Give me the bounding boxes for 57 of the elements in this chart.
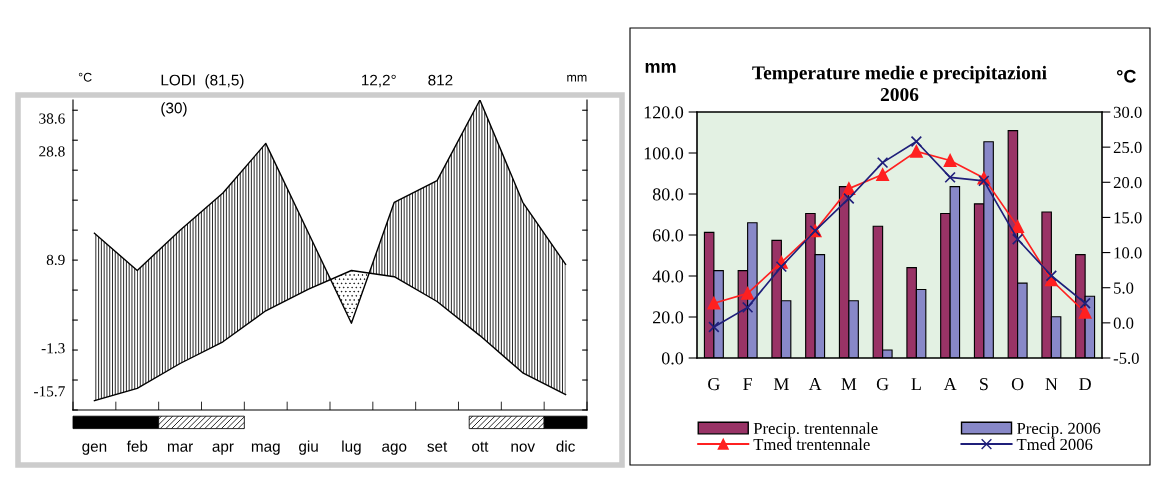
x-tick-label: set bbox=[427, 441, 448, 452]
annotation: (30) bbox=[161, 102, 187, 117]
x-tick-label: gen bbox=[82, 443, 107, 455]
y-tick-label: 40.0 bbox=[652, 270, 684, 283]
text: -15.7 bbox=[34, 386, 65, 397]
y2-axis-title: °C bbox=[1116, 69, 1136, 83]
text: -1.3 bbox=[41, 343, 65, 354]
text: 28.8 bbox=[39, 146, 65, 157]
y2-tick-label: -5.0 bbox=[1113, 352, 1139, 365]
x-tick-label: G bbox=[876, 378, 889, 391]
y2-tick-label: 5.0 bbox=[1114, 282, 1134, 294]
x-tick-label: mag bbox=[251, 443, 280, 455]
x-tick-label: mar bbox=[167, 443, 193, 452]
y-axis-title: mm bbox=[645, 62, 676, 73]
x-tick-label: N bbox=[1045, 378, 1058, 390]
text: 8.9 bbox=[46, 254, 65, 266]
x-tick-label: giu bbox=[299, 440, 318, 455]
x-tick-label: apr bbox=[212, 443, 234, 455]
x-tick-label: dic bbox=[556, 440, 575, 452]
text: LODI (81,5) bbox=[161, 74, 244, 89]
y-tick-label: 0.0 bbox=[661, 352, 684, 365]
y-tick-label: 80.0 bbox=[652, 188, 684, 201]
y-tick-label: 120.0 bbox=[644, 106, 684, 119]
y2-tick-label: 25.0 bbox=[1113, 141, 1142, 154]
x-tick-label: nov bbox=[511, 443, 536, 452]
x-tick-label: O bbox=[1011, 378, 1024, 391]
x-tick-label: feb bbox=[126, 440, 148, 452]
x-tick-label: D bbox=[1079, 378, 1091, 391]
y2-tick-label: 0.0 bbox=[1113, 317, 1134, 329]
legend-label: Precip. trentennale bbox=[753, 422, 878, 438]
text: 812 bbox=[428, 74, 453, 86]
y-axis-title: °C bbox=[78, 72, 92, 82]
y2-tick-label: 15.0 bbox=[1114, 212, 1142, 224]
legend-label: Tmed trentennale bbox=[753, 438, 870, 451]
x-tick-label: ott bbox=[472, 441, 489, 452]
x-tick-label: G bbox=[708, 378, 720, 391]
chart-title: Temperature medie e precipitazioni 2006 bbox=[752, 65, 1047, 102]
y2-axis-title: mm bbox=[567, 74, 587, 82]
y2-tick-label: 30.0 bbox=[1113, 106, 1142, 119]
y2-tick-label: 20.0 bbox=[1113, 176, 1142, 189]
y-tick-label: 60.0 bbox=[652, 229, 684, 242]
text: 12,2° bbox=[362, 74, 396, 88]
y-tick-label: 20.0 bbox=[653, 311, 684, 324]
legend-label: Precip. 2006 bbox=[1017, 422, 1101, 438]
legend-label: Tmed 2006 bbox=[1016, 438, 1093, 451]
x-tick-label: F bbox=[743, 378, 752, 390]
x-tick-label: A bbox=[808, 378, 822, 390]
x-tick-label: L bbox=[911, 378, 921, 390]
text: 38.6 bbox=[39, 113, 65, 124]
x-tick-label: lug bbox=[342, 440, 361, 455]
x-tick-label: M bbox=[773, 378, 789, 390]
x-tick-label: M bbox=[841, 378, 857, 390]
x-tick-label: S bbox=[980, 378, 988, 391]
x-tick-label: ago bbox=[382, 443, 407, 455]
y-tick-label: 100.0 bbox=[644, 147, 684, 160]
x-tick-label: A bbox=[943, 378, 957, 390]
y2-tick-label: 10.0 bbox=[1114, 247, 1142, 259]
